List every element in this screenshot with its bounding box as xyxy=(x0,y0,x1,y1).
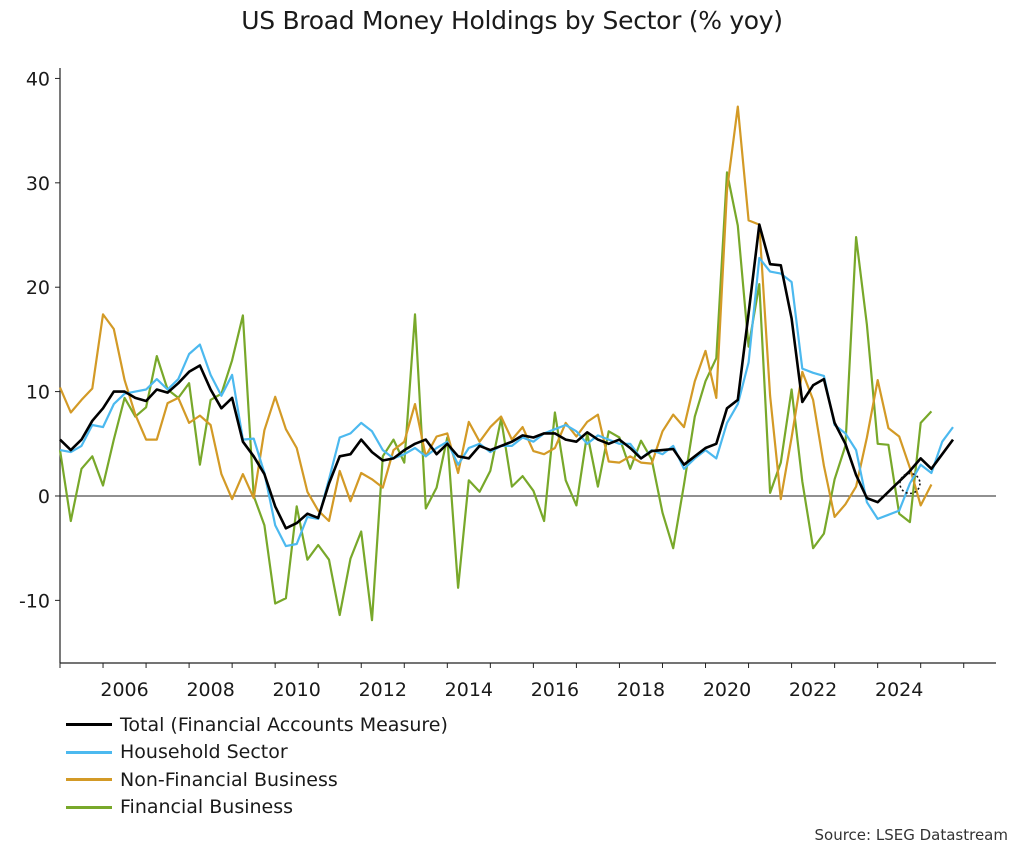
legend-label: Total (Financial Accounts Measure) xyxy=(120,713,448,736)
legend-item: Household Sector xyxy=(66,739,448,767)
series-group xyxy=(58,105,955,622)
y-tick-label: 40 xyxy=(26,68,50,90)
chart-legend: Total (Financial Accounts Measure) Househ… xyxy=(66,711,448,821)
annotation-group xyxy=(899,472,921,495)
annotation-circle xyxy=(899,472,921,495)
x-tick-label: 2022 xyxy=(789,679,837,701)
legend-swatch xyxy=(66,805,112,809)
chart-title: US Broad Money Holdings by Sector (% yoy… xyxy=(241,6,783,35)
legend-swatch xyxy=(66,750,112,754)
legend-swatch xyxy=(66,778,112,782)
y-tick-label: 20 xyxy=(26,277,50,299)
legend-label: Financial Business xyxy=(120,796,294,819)
x-tick-label: 2006 xyxy=(100,679,148,701)
x-tick-label: 2012 xyxy=(359,679,407,701)
source-note: Source: LSEG Datastream xyxy=(814,826,1008,844)
axes: -10 0 10 20 30 40 2006 2008 2010 2012 2014 2016 2018… xyxy=(19,68,996,701)
legend-item: Total (Financial Accounts Measure) xyxy=(66,711,448,739)
x-tick-label: 2024 xyxy=(875,679,923,701)
x-tick-label: 2016 xyxy=(531,679,579,701)
x-tick-label: 2018 xyxy=(617,679,665,701)
legend-item: Non-Financial Business xyxy=(66,766,448,794)
series-line xyxy=(59,223,955,530)
x-tick-label: 2020 xyxy=(703,679,751,701)
x-tick-label: 2010 xyxy=(273,679,321,701)
y-tick-label: 10 xyxy=(26,382,50,404)
series-line xyxy=(58,105,933,523)
legend-label: Non-Financial Business xyxy=(120,768,338,791)
x-tick-label: 2014 xyxy=(445,679,493,701)
legend-swatch xyxy=(66,723,112,727)
y-tick-label: 0 xyxy=(38,486,50,508)
x-tick-label: 2008 xyxy=(186,679,234,701)
series-line xyxy=(59,256,954,548)
series-line xyxy=(58,171,933,622)
legend-label: Household Sector xyxy=(120,741,288,764)
y-tick-label: 30 xyxy=(26,173,50,195)
y-tick-label: -10 xyxy=(19,590,50,612)
legend-item: Financial Business xyxy=(66,794,448,822)
